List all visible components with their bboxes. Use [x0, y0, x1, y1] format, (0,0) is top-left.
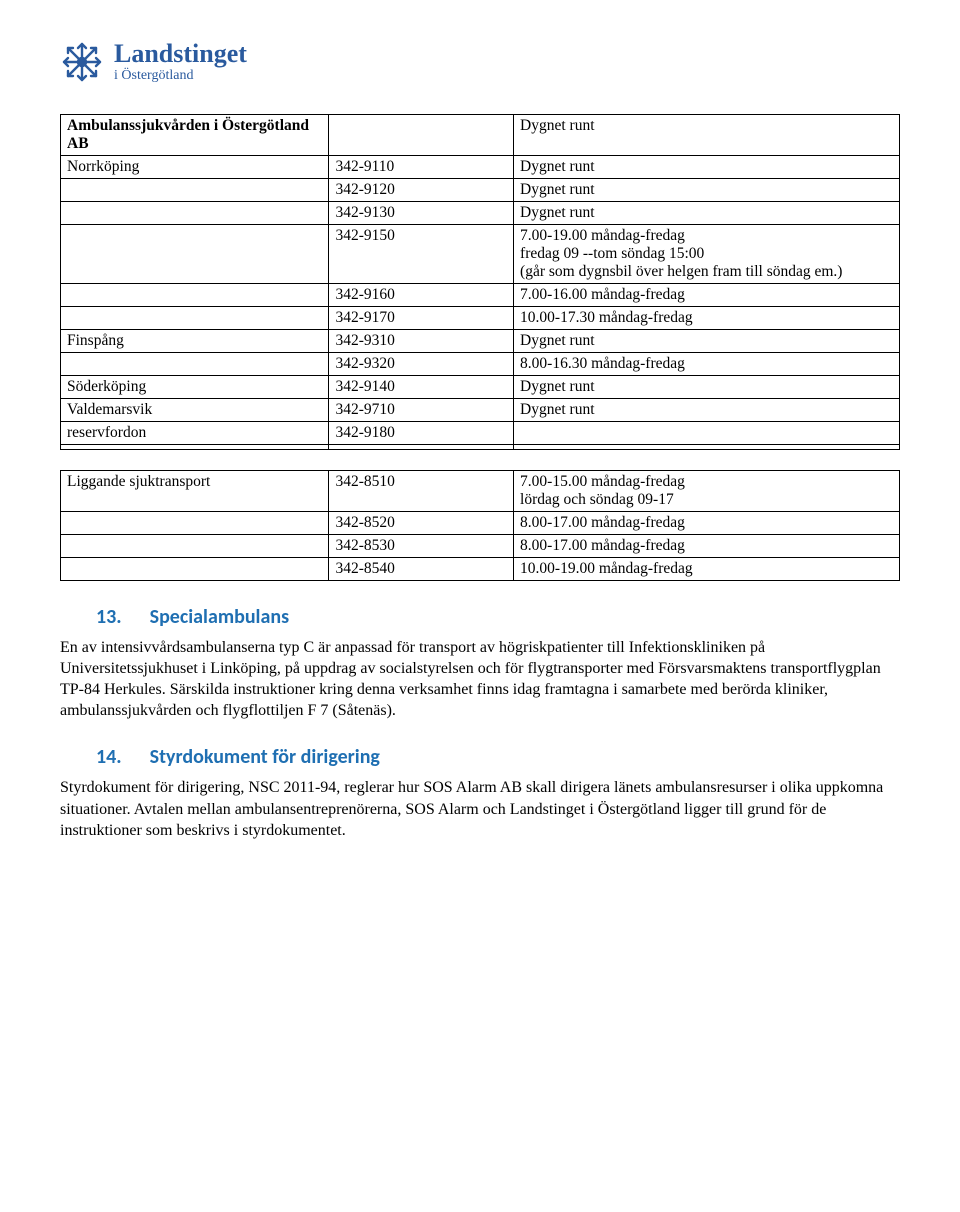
location-cell	[61, 445, 329, 450]
table-row: 342-9130Dygnet runt	[61, 202, 900, 225]
number-cell: 342-8530	[329, 535, 514, 558]
schedule-cell: Dygnet runt	[514, 376, 900, 399]
table-row: Norrköping342-9110Dygnet runt	[61, 156, 900, 179]
location-cell	[61, 353, 329, 376]
schedule-cell: Dygnet runt	[514, 202, 900, 225]
section-14-body: Styrdokument för dirigering, NSC 2011-94…	[60, 777, 900, 840]
logo-text: Landstinget i Östergötland	[114, 41, 247, 83]
number-cell: 342-8510	[329, 471, 514, 512]
schedule-cell: 7.00-16.00 måndag-fredag	[514, 284, 900, 307]
table-row	[61, 445, 900, 450]
table-row: 342-93208.00-16.30 måndag-fredag	[61, 353, 900, 376]
schedule-cell: 8.00-16.30 måndag-fredag	[514, 353, 900, 376]
location-cell: Liggande sjuktransport	[61, 471, 329, 512]
number-cell: 342-8540	[329, 558, 514, 581]
table-row: 342-854010.00-19.00 måndag-fredag	[61, 558, 900, 581]
number-cell: 342-9170	[329, 307, 514, 330]
schedule-cell: 10.00-17.30 måndag-fredag	[514, 307, 900, 330]
location-cell: Ambulanssjukvården i Östergötland AB	[61, 115, 329, 156]
table-row: Finspång342-9310Dygnet runt	[61, 330, 900, 353]
location-cell	[61, 284, 329, 307]
location-cell	[61, 535, 329, 558]
number-cell: 342-9130	[329, 202, 514, 225]
logo-title: Landstinget	[114, 41, 247, 67]
number-cell: 342-9110	[329, 156, 514, 179]
location-cell: Norrköping	[61, 156, 329, 179]
schedule-cell: Dygnet runt	[514, 399, 900, 422]
table-row: Ambulanssjukvården i Östergötland AB Dygn…	[61, 115, 900, 156]
schedule-cell: Dygnet runt	[514, 330, 900, 353]
schedule-cell: Dygnet runt	[514, 179, 900, 202]
table-row: Valdemarsvik342-9710Dygnet runt	[61, 399, 900, 422]
table-row: 342-85308.00-17.00 måndag-fredag	[61, 535, 900, 558]
section-title: Specialambulans	[150, 605, 289, 629]
location-cell	[61, 202, 329, 225]
number-cell: 342-9320	[329, 353, 514, 376]
number-cell: 342-9310	[329, 330, 514, 353]
section-number: 14.	[96, 745, 122, 769]
number-cell: 342-9160	[329, 284, 514, 307]
table-row: 342-85208.00-17.00 måndag-fredag	[61, 512, 900, 535]
location-cell	[61, 558, 329, 581]
location-cell	[61, 512, 329, 535]
schedule-cell: Dygnet runt	[514, 156, 900, 179]
schedule-cell: 7.00-15.00 måndag-fredaglördag och sönda…	[514, 471, 900, 512]
number-cell: 342-9710	[329, 399, 514, 422]
number-cell: 342-9150	[329, 225, 514, 284]
number-cell: 342-8520	[329, 512, 514, 535]
location-cell: Söderköping	[61, 376, 329, 399]
schedule-cell	[514, 422, 900, 445]
ambulance-table-2: Liggande sjuktransport342-85107.00-15.00…	[60, 470, 900, 581]
location-cell	[61, 179, 329, 202]
snowflake-icon	[60, 40, 104, 84]
section-14-heading: 14. Styrdokument för dirigering	[96, 745, 900, 769]
number-cell: 342-9180	[329, 422, 514, 445]
section-13-heading: 13. Specialambulans	[96, 605, 900, 629]
table-row: 342-9120Dygnet runt	[61, 179, 900, 202]
schedule-cell: 8.00-17.00 måndag-fredag	[514, 512, 900, 535]
schedule-cell: 7.00-19.00 måndag-fredagfredag 09 --tom …	[514, 225, 900, 284]
table-row: Söderköping342-9140Dygnet runt	[61, 376, 900, 399]
table-row: reservfordon342-9180	[61, 422, 900, 445]
number-cell: 342-9120	[329, 179, 514, 202]
table-row: Liggande sjuktransport342-85107.00-15.00…	[61, 471, 900, 512]
number-cell: 342-9140	[329, 376, 514, 399]
location-cell: Valdemarsvik	[61, 399, 329, 422]
table-row: 342-917010.00-17.30 måndag-fredag	[61, 307, 900, 330]
location-cell	[61, 307, 329, 330]
schedule-cell: 10.00-19.00 måndag-fredag	[514, 558, 900, 581]
location-cell: Finspång	[61, 330, 329, 353]
table-row: 342-91607.00-16.00 måndag-fredag	[61, 284, 900, 307]
logo: Landstinget i Östergötland	[60, 40, 900, 84]
section-title: Styrdokument för dirigering	[150, 745, 380, 769]
number-cell	[329, 445, 514, 450]
location-cell: reservfordon	[61, 422, 329, 445]
ambulance-table-1: Ambulanssjukvården i Östergötland AB Dygn…	[60, 114, 900, 450]
number-cell	[329, 115, 514, 156]
section-number: 13.	[96, 605, 122, 629]
schedule-cell: Dygnet runt	[514, 115, 900, 156]
logo-subtitle: i Östergötland	[114, 69, 247, 83]
section-13-body: En av intensivvårdsambulanserna typ C är…	[60, 637, 900, 721]
schedule-cell: 8.00-17.00 måndag-fredag	[514, 535, 900, 558]
location-cell	[61, 225, 329, 284]
table-row: 342-91507.00-19.00 måndag-fredagfredag 0…	[61, 225, 900, 284]
schedule-cell	[514, 445, 900, 450]
